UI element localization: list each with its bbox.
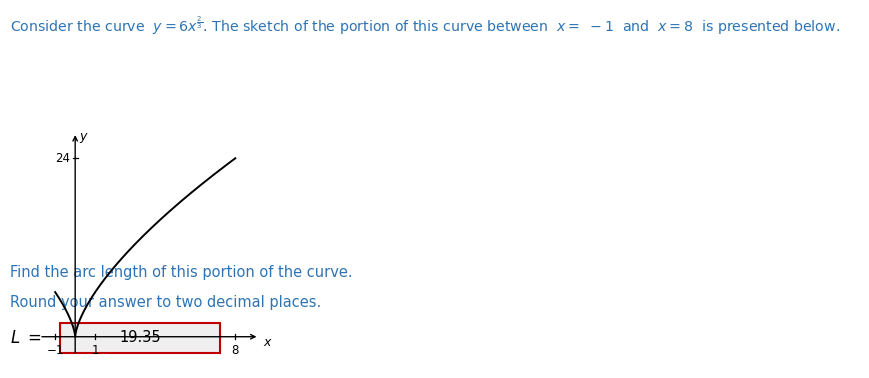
FancyBboxPatch shape [60, 323, 220, 353]
Text: Round your answer to two decimal places.: Round your answer to two decimal places. [10, 295, 321, 310]
Text: Consider the curve  $y = 6x^{\frac{2}{3}}$. The sketch of the portion of this cu: Consider the curve $y = 6x^{\frac{2}{3}}… [10, 15, 839, 37]
Text: $-1$: $-1$ [46, 344, 64, 357]
Text: x: x [263, 336, 270, 349]
Text: $L\ =$: $L\ =$ [10, 329, 42, 347]
Text: 1: 1 [91, 344, 99, 357]
Text: Find the arc length of this portion of the curve.: Find the arc length of this portion of t… [10, 265, 352, 280]
Text: y: y [79, 130, 86, 143]
Text: 8: 8 [231, 344, 239, 357]
Text: 19.35: 19.35 [119, 330, 161, 345]
Text: 24: 24 [55, 152, 70, 165]
